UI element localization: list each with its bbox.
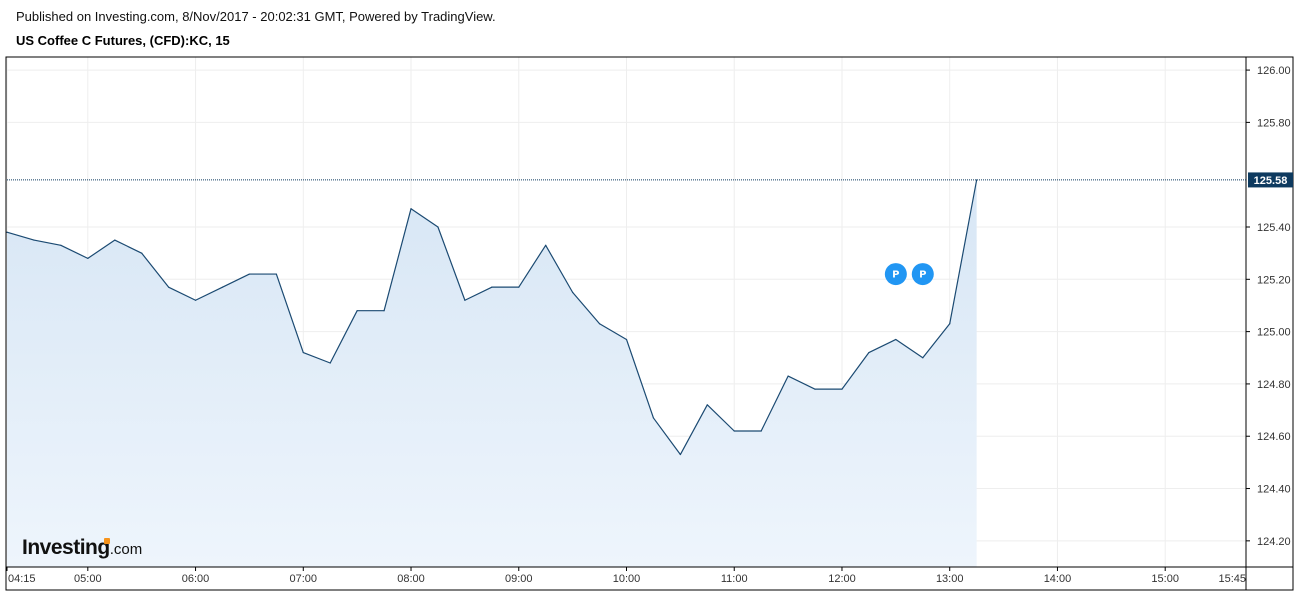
logo-dot-icon [104,538,110,544]
y-tick-label: 126.00 [1257,65,1291,77]
pivot-marker-label: P [919,270,926,281]
price-point [248,273,251,275]
chart-border [5,56,1294,591]
pivot-marker-circle [884,263,907,286]
price-point [518,286,520,288]
price-point [679,453,681,456]
x-tick-label: 10:00 [613,573,641,585]
price-point [545,244,547,246]
price-point [437,226,439,228]
published-info: Published on Investing.com, 8/Nov/2017 -… [16,9,496,24]
price-point [491,286,493,288]
y-tick-label: 124.60 [1257,431,1291,443]
y-tick-label: 124.40 [1257,484,1291,496]
price-point [114,239,116,241]
price-area [6,179,978,567]
price-point [464,299,466,301]
x-tick-label: 13:00 [936,573,964,585]
price-point [922,357,924,359]
price-point [60,244,62,246]
price-point [194,299,197,301]
x-tick-label: 07:00 [290,573,318,585]
price-point [895,338,897,341]
y-tick-label: 124.80 [1257,379,1291,391]
price-point [814,388,816,390]
y-tick-label: 125.40 [1257,222,1291,234]
pivot-marker-circle [911,263,934,286]
price-point [383,310,385,312]
price-point [275,273,277,275]
y-tick-label: 125.20 [1257,274,1291,286]
logo-suffix-text: .com [109,541,143,558]
y-tick-label: 125.00 [1257,327,1291,339]
price-point [652,417,655,419]
price-point [221,286,224,288]
price-point [976,179,978,181]
price-point [87,257,89,259]
x-tick-label: 14:00 [1044,573,1072,585]
pivot-marker-icon[interactable]: P [884,263,907,286]
symbol-title: US Coffee C Futures, (CFD):KC, 15 [16,33,230,48]
last-price-tag [1248,172,1293,188]
chart-frame [5,56,1294,591]
y-tick-label: 125.80 [1257,117,1291,129]
y-axis: 124.20 124.40 124.60 124.80 125.00 125.20 125.… [1246,65,1291,548]
price-point [841,388,843,390]
x-tick-label: 04:15 [8,573,36,585]
investing-logo: Investing.com [22,537,142,558]
price-point [168,286,170,288]
price-area-fill [7,179,977,567]
chart-header: Published on Investing.com, 8/Nov/2017 -… [16,0,1276,54]
last-price-label: 125.58 [1254,175,1288,187]
price-point [760,430,762,432]
price-point [733,430,735,432]
x-axis: 04:15 05:00 06:00 07:00 08:00 09:00 10:00 11:00… [6,567,1247,585]
price-point [787,375,789,377]
y-tick-label: 124.20 [1257,536,1291,548]
price-point [868,351,870,354]
x-tick-label: 09:00 [505,573,533,585]
x-tick-label: 06:00 [182,573,210,585]
x-tick-label: 11:00 [721,573,748,585]
price-point [706,404,708,406]
price-point [6,231,8,233]
price-point [329,362,331,364]
price-point [33,239,35,241]
x-tick-label: 12:00 [828,573,856,585]
last-price-indicator: 125.58 [7,172,1293,188]
price-point [598,323,601,325]
pivot-marker-label: P [892,270,899,281]
price-point [141,252,143,254]
price-point [949,323,951,325]
x-tick-label: 05:00 [74,573,102,585]
logo-main-text: Investing [22,536,110,559]
price-point [356,310,358,312]
x-tick-label: 15:00 [1151,573,1179,585]
price-point [572,291,574,293]
price-point [625,338,628,341]
x-tick-label: 08:00 [397,573,425,585]
price-point [410,208,412,210]
x-tick-label: 15:45 [1218,573,1246,585]
price-point [302,351,304,354]
pivot-marker-icon[interactable]: P [911,263,934,286]
